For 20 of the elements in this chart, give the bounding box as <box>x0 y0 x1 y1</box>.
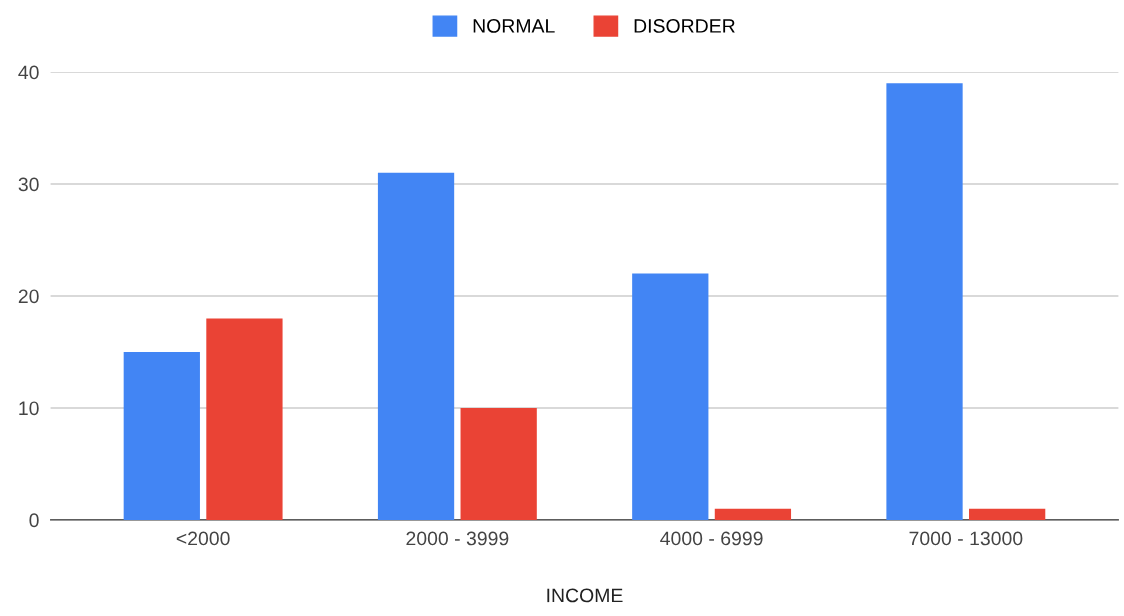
bar <box>632 273 709 520</box>
x-tick-label: 7000 - 13000 <box>909 531 1023 546</box>
x-axis-title: INCOME <box>547 588 623 603</box>
legend-label: NORMAL <box>473 19 555 33</box>
y-tick-label: 30 <box>18 177 39 192</box>
bar <box>969 508 1046 520</box>
x-tick-label: 2000 - 3999 <box>406 531 509 546</box>
bar <box>123 351 200 520</box>
x-tick-label: <2000 <box>176 531 230 546</box>
y-tick-label: 20 <box>18 289 39 304</box>
bar <box>206 318 283 520</box>
x-tick-label: 4000 - 6999 <box>660 531 763 546</box>
bar <box>377 172 455 520</box>
y-tick-label: 40 <box>18 65 39 80</box>
bar <box>886 83 963 520</box>
bar <box>460 407 537 520</box>
legend-label: DISORDER <box>634 19 735 33</box>
y-tick-label: 10 <box>19 401 39 416</box>
y-tick-label: 0 <box>29 513 39 528</box>
bar <box>714 508 792 520</box>
